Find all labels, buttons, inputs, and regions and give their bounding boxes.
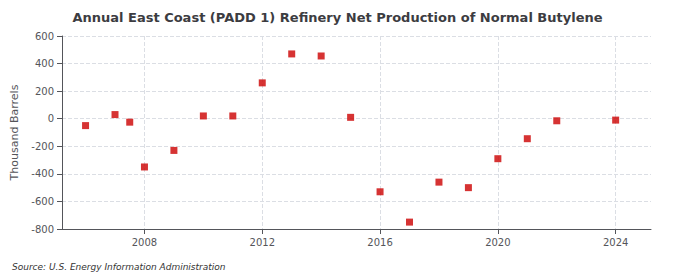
svg-text:Source: U.S. Energy Informatio: Source: U.S. Energy Information Administ… [12,262,226,272]
svg-text:200: 200 [35,86,54,97]
svg-text:600: 600 [35,31,54,42]
svg-text:-400: -400 [31,168,54,179]
svg-text:Thousand Barrels: Thousand Barrels [8,84,21,181]
svg-text:2024: 2024 [603,237,628,248]
svg-text:2012: 2012 [250,237,275,248]
svg-text:-800: -800 [31,224,54,235]
svg-text:-200: -200 [31,141,54,152]
svg-text:2008: 2008 [132,237,157,248]
svg-text:0: 0 [48,113,54,124]
svg-text:2020: 2020 [485,237,510,248]
svg-text:-600: -600 [31,196,54,207]
svg-text:2016: 2016 [367,237,392,248]
svg-text:Annual East Coast (PADD 1) Ref: Annual East Coast (PADD 1) Refinery Net … [72,10,602,25]
svg-text:400: 400 [35,58,54,69]
